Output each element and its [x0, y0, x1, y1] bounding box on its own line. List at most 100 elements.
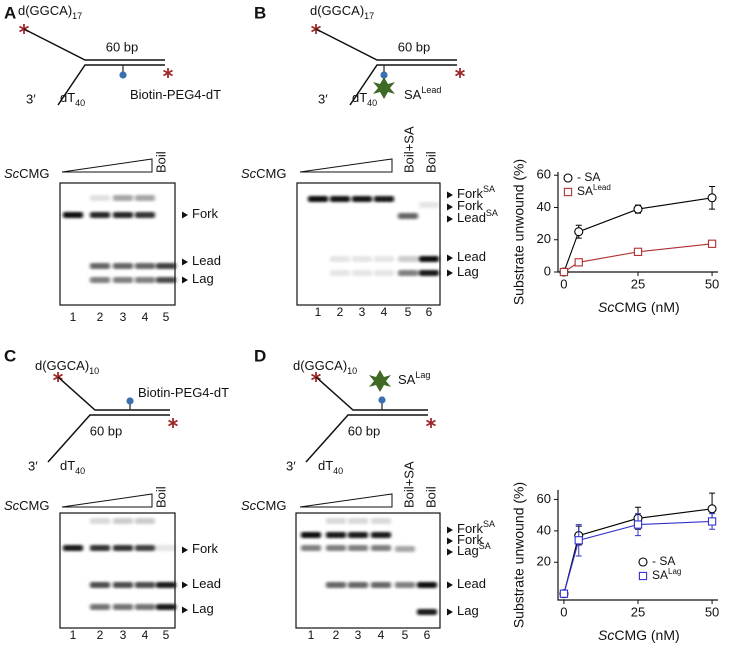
data-point — [707, 504, 717, 514]
band-label: Lag — [192, 601, 214, 616]
star-stroke — [168, 419, 178, 427]
gel-band — [419, 202, 439, 208]
gel-bands — [63, 518, 176, 610]
gel — [59, 512, 176, 629]
dna-strand — [305, 414, 428, 463]
lane-number: 5 — [163, 310, 170, 324]
mod-label-part: Lag — [415, 370, 430, 380]
gel-band — [398, 256, 418, 262]
titration-wedge — [299, 158, 393, 173]
strand-label: d(GGCA)10 — [293, 358, 357, 376]
label-star — [426, 418, 436, 428]
gel-band — [301, 532, 321, 538]
strand-label-part: d(GGCA) — [310, 3, 364, 18]
gel-band — [156, 263, 176, 269]
gel-band — [371, 545, 391, 551]
enzyme-label-part: Sc — [4, 166, 20, 181]
enzyme-label-part: CMG — [256, 166, 286, 181]
band-label: Fork — [457, 198, 484, 213]
mod-label-part: Lead — [421, 85, 441, 95]
band-label: Lead — [192, 576, 221, 591]
lane-number: 5 — [405, 305, 412, 319]
tail-label: dT40 — [318, 458, 343, 476]
mod-label: Biotin-PEG4-dT — [130, 87, 221, 102]
band-label: Lead — [192, 253, 221, 268]
band-arrow — [447, 537, 453, 545]
gel-band — [374, 256, 394, 262]
biotin-dot — [119, 71, 127, 79]
mod-label-part: Biotin-PEG4-dT — [130, 87, 221, 102]
gel-band — [63, 212, 83, 218]
lane-number: 2 — [97, 310, 104, 324]
gel-band — [348, 532, 368, 538]
legend-marker — [563, 173, 573, 183]
panel-label: D — [254, 346, 266, 365]
band-arrow — [447, 581, 453, 589]
band-label-part: Lead — [457, 210, 486, 225]
streptavidin — [373, 77, 395, 99]
enzyme-label-part: Sc — [241, 166, 257, 181]
tail-label: dT40 — [60, 458, 85, 476]
strand-label: d(GGCA)10 — [35, 358, 99, 376]
series-line — [563, 508, 713, 594]
band-label-part: Lead — [192, 576, 221, 591]
band-label-part: Fork — [192, 541, 219, 556]
data-point — [633, 520, 643, 529]
y-axis-label: Substrate unwound (%) — [511, 482, 527, 628]
x-axis-label-part: CMG (nM) — [614, 627, 679, 643]
mod-label-part: SA — [398, 372, 416, 387]
lane-number: 2 — [97, 628, 104, 642]
gel-band — [395, 582, 415, 588]
mod-label: SALag — [398, 370, 430, 387]
band-label: LagSA — [457, 541, 491, 558]
dna-strand — [23, 28, 165, 61]
band-label-part: Lag — [457, 603, 479, 618]
y-axis-label: Substrate unwound (%) — [511, 159, 527, 305]
band-label: ForkSA — [457, 519, 495, 536]
x-axis-label: ScCMG (nM) — [598, 627, 680, 643]
band-arrow — [182, 276, 188, 284]
gel-band — [113, 582, 133, 588]
data-point — [559, 589, 569, 598]
lane-header: Boil — [153, 486, 168, 508]
gel-band — [301, 545, 321, 551]
band-arrow — [447, 526, 453, 534]
band-label: ForkSA — [457, 184, 495, 201]
enzyme-label: ScCMG — [241, 166, 287, 181]
band-arrow — [447, 203, 453, 211]
enzyme-label-part: CMG — [256, 498, 286, 513]
band-arrow — [182, 606, 188, 614]
gel-band — [90, 545, 110, 551]
streptavidin — [369, 370, 391, 392]
gel-band — [90, 212, 110, 218]
gel-band — [113, 545, 133, 551]
lane-number: 1 — [70, 310, 77, 324]
enzyme-label-part: Sc — [4, 498, 20, 513]
gel-band — [348, 582, 368, 588]
y-tick-label: 20 — [537, 554, 551, 569]
gel-band — [90, 582, 110, 588]
band-label-part: Lead — [457, 249, 486, 264]
lane-number: 5 — [163, 628, 170, 642]
gel-bands — [301, 518, 437, 615]
gel-band — [417, 609, 437, 615]
biotin-dot — [380, 71, 388, 79]
data-point — [633, 247, 643, 256]
star-stroke — [163, 69, 173, 77]
lane-number: 2 — [337, 305, 344, 319]
panel-label: C — [4, 346, 16, 365]
gel-band — [371, 582, 391, 588]
gel-band — [352, 196, 372, 202]
label-star — [168, 418, 178, 428]
lane-number: 3 — [120, 310, 127, 324]
star-stroke — [426, 419, 436, 427]
x-tick-label: 25 — [631, 276, 645, 291]
data-point — [559, 267, 569, 277]
gel-band — [352, 270, 372, 276]
legend-label: - SA — [652, 554, 675, 568]
dna-strand — [57, 376, 170, 411]
lane-number: 3 — [120, 628, 127, 642]
legend-name: - SA — [652, 554, 675, 568]
strand-label-part: 10 — [89, 366, 99, 376]
legend-name: SA — [577, 184, 593, 198]
